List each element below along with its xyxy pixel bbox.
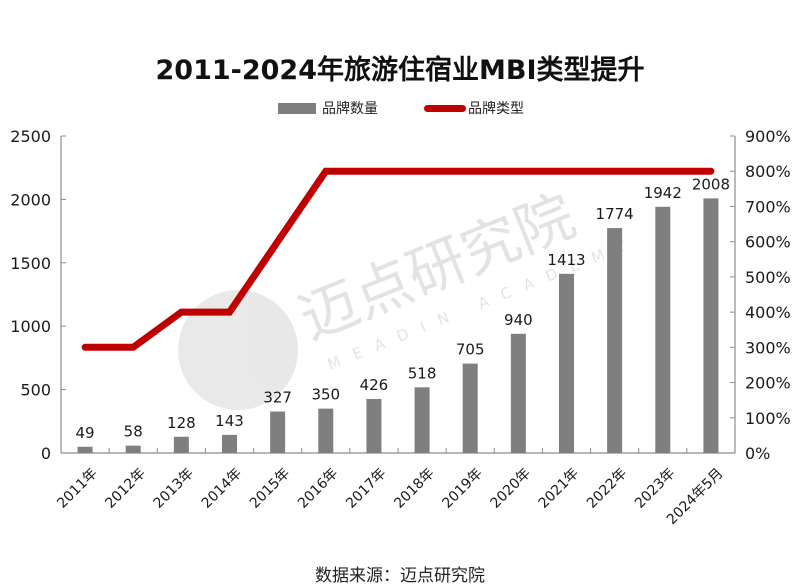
line-swatch-icon xyxy=(424,104,466,112)
bar-data-label: 426 xyxy=(360,376,389,394)
right-axis-tick-label: 200% xyxy=(745,374,791,393)
bar-data-label: 1942 xyxy=(644,184,682,202)
left-axis-tick-label: 2500 xyxy=(10,127,51,146)
x-axis-category-label: 2015年 xyxy=(247,465,293,511)
right-axis-tick-label: 400% xyxy=(745,303,791,322)
bar xyxy=(222,434,237,453)
bar-data-label: 705 xyxy=(456,341,485,359)
x-axis-category-label: 2019年 xyxy=(439,465,485,511)
chart-title: 2011-2024年旅游住宿业MBI类型提升 xyxy=(155,55,645,86)
x-axis-category-label: 2023年 xyxy=(632,465,678,511)
bar-data-label: 327 xyxy=(263,389,292,407)
bar-data-label: 128 xyxy=(167,414,196,432)
bar-data-label: 1774 xyxy=(596,205,634,223)
bar-data-label: 940 xyxy=(504,311,533,329)
bar xyxy=(125,445,141,453)
bar-data-label: 58 xyxy=(124,423,143,441)
bar-data-label: 49 xyxy=(76,424,95,442)
bar xyxy=(510,333,526,453)
legend-item-line: 品牌类型 xyxy=(424,98,524,118)
x-axis-category-label: 2014年 xyxy=(199,465,245,511)
left-axis-tick-label: 0 xyxy=(41,444,51,463)
bar-swatch-icon xyxy=(278,102,316,114)
bar-data-label: 143 xyxy=(215,412,244,430)
legend-bar-label: 品牌数量 xyxy=(322,101,378,117)
legend: 品牌数量 品牌类型 xyxy=(0,98,800,122)
legend-line-label: 品牌类型 xyxy=(468,101,524,117)
bar xyxy=(318,408,334,453)
left-axis-tick-label: 2000 xyxy=(10,190,51,209)
right-axis-tick-label: 800% xyxy=(745,162,791,181)
right-axis-tick-label: 900% xyxy=(745,127,791,146)
left-axis-tick-label: 500 xyxy=(20,381,51,400)
right-axis-tick-label: 100% xyxy=(745,409,791,428)
x-axis-category-label: 2017年 xyxy=(343,465,389,511)
bar xyxy=(173,436,189,453)
x-axis-category-label: 2022年 xyxy=(584,465,630,511)
bar-data-label: 2008 xyxy=(692,175,730,193)
bar xyxy=(655,206,671,453)
bar xyxy=(607,228,623,453)
right-axis-tick-label: 700% xyxy=(745,197,791,216)
bar xyxy=(414,387,430,453)
left-axis-tick-label: 1000 xyxy=(10,317,51,336)
x-axis-category-label: 2011年 xyxy=(54,465,100,511)
bar xyxy=(77,446,93,453)
x-axis-category-label: 2021年 xyxy=(536,465,582,511)
x-axis-category-label: 2016年 xyxy=(295,465,341,511)
legend-item-bar: 品牌数量 xyxy=(278,98,378,118)
left-axis-tick-label: 1500 xyxy=(10,254,51,273)
bar xyxy=(270,411,286,453)
bar-data-label: 518 xyxy=(408,364,437,382)
watermark-logo-icon xyxy=(178,290,298,410)
line-series xyxy=(81,167,715,351)
right-axis-tick-label: 500% xyxy=(745,268,791,287)
bar xyxy=(559,273,574,453)
bar xyxy=(462,363,478,453)
x-axis-category-label: 2018年 xyxy=(391,465,437,511)
bar xyxy=(366,398,382,453)
source-note: 数据来源：迈点研究院 xyxy=(315,566,485,586)
bar-data-label: 1413 xyxy=(547,251,585,269)
bar-data-label: 350 xyxy=(311,386,340,404)
x-axis-category-label: 2020年 xyxy=(488,465,534,511)
right-axis-tick-label: 300% xyxy=(745,338,791,357)
x-axis-category-label: 2012年 xyxy=(102,465,148,511)
right-axis-tick-label: 600% xyxy=(745,233,791,252)
bar xyxy=(703,198,719,453)
x-axis-category-label: 2013年 xyxy=(151,465,197,511)
right-axis-tick-label: 0% xyxy=(745,444,770,463)
